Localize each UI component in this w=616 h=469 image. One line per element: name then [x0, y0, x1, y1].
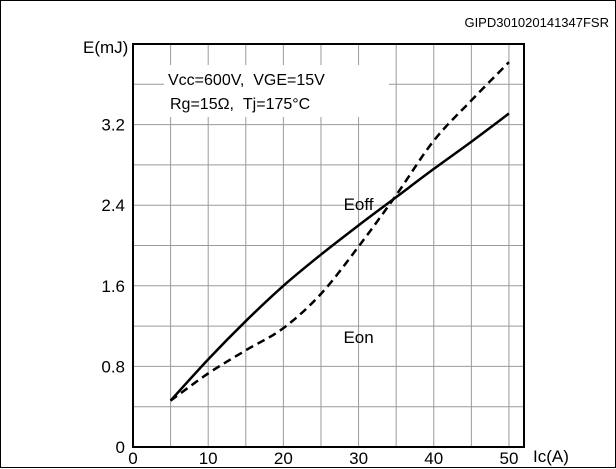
x-tick-label: 30: [349, 449, 368, 468]
conditions-line-2: Rg=15Ω, Tj=175°C: [170, 96, 310, 113]
series-line-eoff: [169, 112, 510, 402]
y-tick-label: 1.6: [101, 277, 125, 296]
y-tick-label: 2.4: [101, 196, 125, 215]
x-tick-label: 40: [424, 449, 443, 468]
series-label-eoff: Eoff: [344, 195, 374, 214]
series-line-eon: [169, 61, 510, 402]
series-label-eon: Eon: [343, 328, 373, 347]
plot-border: [132, 43, 525, 448]
y-tick-label: 3.2: [101, 116, 125, 135]
tick-labels: 0 10 20 30 40 50 0 0.8 1.6 2.4 3.2: [101, 116, 518, 468]
conditions-line-1: Vcc=600V, VGE=15V: [168, 72, 325, 89]
x-tick-label: 0: [128, 449, 137, 468]
series: Eoff Eon: [169, 61, 510, 402]
figure-code: GIPD301020141347FSR: [464, 15, 609, 30]
x-tick-label: 50: [500, 449, 519, 468]
x-tick-label: 10: [199, 449, 218, 468]
y-tick-label: 0.8: [101, 357, 125, 376]
conditions-box: [164, 65, 389, 117]
x-axis-label: Ic(A): [533, 447, 569, 466]
x-tick-label: 20: [274, 449, 293, 468]
y-axis-label: E(mJ): [83, 38, 128, 57]
y-tick-label: 0: [116, 438, 125, 457]
axes: [132, 43, 525, 448]
